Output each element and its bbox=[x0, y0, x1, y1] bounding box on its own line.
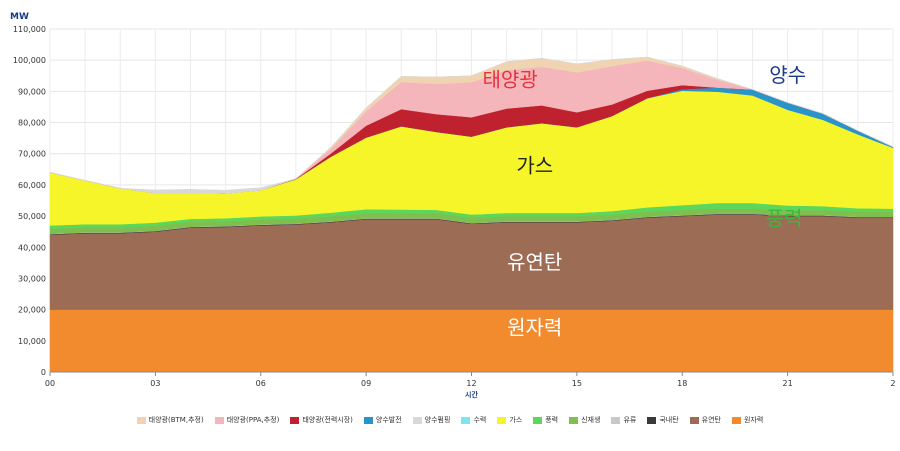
y-tick-label: 0 bbox=[41, 368, 46, 377]
annotation-label: 풍력 bbox=[766, 206, 803, 230]
legend-item[interactable]: 수력 bbox=[461, 415, 486, 425]
x-tick-label: 18 bbox=[677, 379, 687, 388]
legend-swatch bbox=[363, 416, 373, 424]
legend-item[interactable]: 국내탄 bbox=[647, 415, 679, 425]
y-tick-label: 20,000 bbox=[18, 306, 46, 315]
legend-swatch bbox=[497, 416, 507, 424]
legend-label: 태양광(전력시장) bbox=[302, 416, 353, 424]
legend-label: 태양광(BTM,추정) bbox=[148, 416, 204, 424]
x-tick-label: 09 bbox=[361, 379, 371, 388]
legend-swatch bbox=[689, 416, 699, 424]
legend-swatch bbox=[569, 416, 579, 424]
legend-item[interactable]: 신재생 bbox=[569, 415, 600, 425]
legend-item[interactable]: 원자력 bbox=[731, 415, 764, 425]
legend-swatch bbox=[290, 416, 300, 424]
x-axis-label: 시간 bbox=[465, 390, 478, 399]
legend-item[interactable]: 태양광(전력시장) bbox=[290, 415, 353, 425]
legend-swatch bbox=[647, 416, 657, 424]
y-tick-label: 70,000 bbox=[18, 150, 46, 159]
annotation-label: 원자력 bbox=[507, 316, 562, 340]
y-tick-label: 90,000 bbox=[18, 87, 46, 96]
legend-label: 가스 bbox=[509, 416, 523, 424]
legend-swatch bbox=[611, 416, 621, 424]
legend-label: 태양광(PPA,추정) bbox=[226, 416, 280, 424]
legend-label: 양수펌핑 bbox=[424, 416, 451, 424]
annotation-label: 가스 bbox=[516, 153, 553, 177]
legend-swatch bbox=[136, 416, 146, 424]
legend-item[interactable]: 유연탄 bbox=[689, 415, 721, 425]
x-tick-label: 00 bbox=[45, 379, 55, 388]
x-tick-label: 2 bbox=[890, 379, 895, 388]
x-tick-label: 21 bbox=[783, 379, 793, 388]
legend-label: 수력 bbox=[473, 416, 487, 424]
y-tick-label: 30,000 bbox=[18, 274, 46, 283]
area-series bbox=[49, 56, 894, 194]
annotation-label: 태양광 bbox=[483, 68, 538, 92]
legend-swatch bbox=[412, 416, 422, 424]
legend-label: 원자력 bbox=[743, 416, 764, 424]
legend-item[interactable]: 양수펌핑 bbox=[412, 415, 451, 425]
legend-label: 유연탄 bbox=[701, 416, 721, 424]
legend-item[interactable]: 가스 bbox=[497, 415, 522, 425]
x-tick-label: 12 bbox=[466, 379, 476, 388]
legend-swatch bbox=[731, 416, 741, 424]
legend-item[interactable]: 풍력 bbox=[533, 415, 558, 425]
legend-item[interactable]: 유류 bbox=[611, 415, 636, 425]
legend-label: 양수발전 bbox=[375, 416, 402, 424]
legend-label: 신재생 bbox=[581, 416, 601, 424]
x-tick-label: 03 bbox=[150, 379, 160, 388]
annotation-label: 유연탄 bbox=[507, 250, 562, 274]
legend-swatch bbox=[214, 416, 224, 424]
y-tick-label: 50,000 bbox=[18, 212, 46, 221]
chart-legend: 태양광(BTM,추정) 태양광(PPA,추정) 태양광(전력시장) 양수발전 양수펌핑 수… bbox=[0, 415, 900, 425]
y-tick-label: 80,000 bbox=[18, 119, 46, 128]
y-tick-label: 60,000 bbox=[18, 181, 46, 190]
y-tick-label: 40,000 bbox=[18, 243, 46, 252]
legend-label: 국내탄 bbox=[659, 416, 679, 424]
legend-item[interactable]: 태양광(BTM,추정) bbox=[136, 415, 204, 425]
x-tick-label: 06 bbox=[256, 379, 266, 388]
legend-swatch bbox=[533, 416, 543, 424]
legend-label: 풍력 bbox=[545, 416, 559, 424]
y-tick-label: 10,000 bbox=[18, 337, 46, 346]
annotation-label: 양수 bbox=[769, 63, 806, 87]
x-tick-label: 15 bbox=[572, 379, 582, 388]
area-series bbox=[49, 309, 894, 373]
legend-label: 유류 bbox=[623, 416, 637, 424]
legend-item[interactable]: 태양광(PPA,추정) bbox=[214, 415, 280, 425]
y-axis-label: MW bbox=[10, 12, 29, 22]
y-tick-label: 110,000 bbox=[13, 25, 46, 34]
y-tick-label: 100,000 bbox=[13, 56, 46, 65]
legend-item[interactable]: 양수발전 bbox=[363, 415, 402, 425]
legend-swatch bbox=[461, 416, 471, 424]
